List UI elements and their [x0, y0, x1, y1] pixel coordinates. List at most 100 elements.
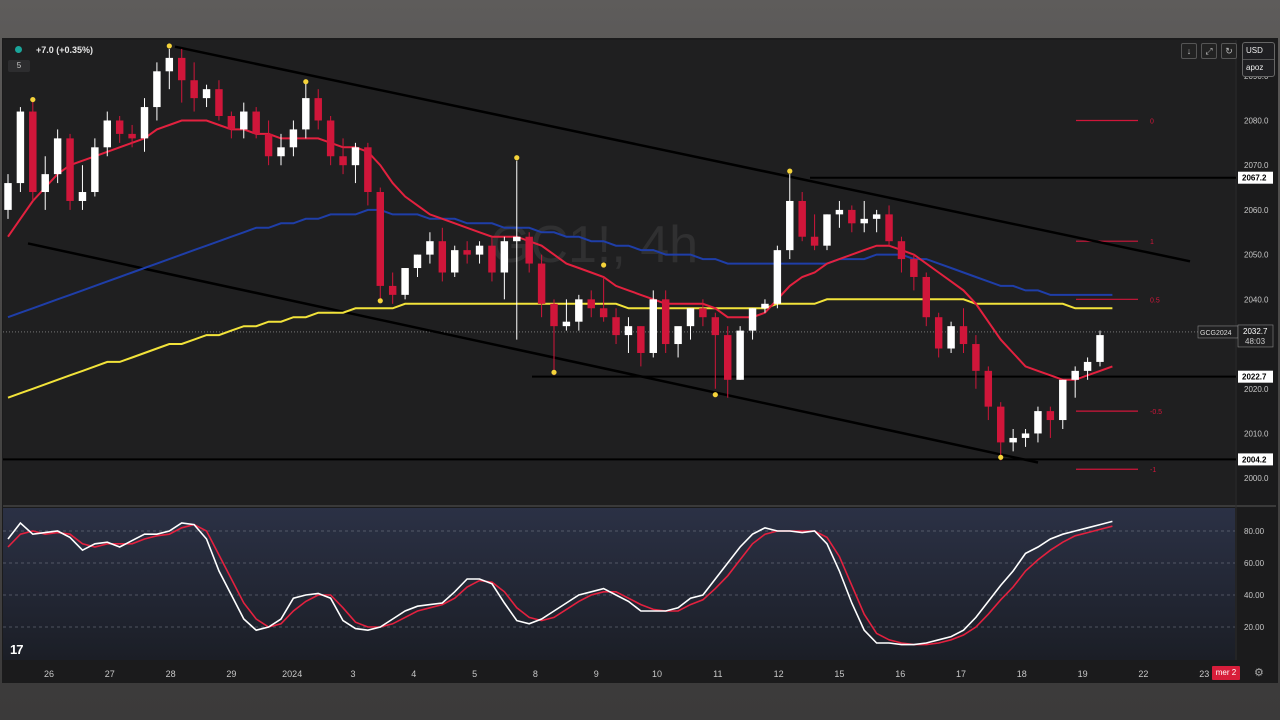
time-axis-label: 16 — [895, 669, 905, 679]
level-tag — [1238, 370, 1273, 383]
candle-body — [922, 276, 930, 318]
price-axis-label: 2000.0 — [1244, 474, 1269, 483]
gear-icon[interactable]: ⚙ — [1254, 667, 1264, 679]
level-tag — [1238, 171, 1273, 184]
arrow-down-icon[interactable]: ↓ — [1181, 43, 1197, 59]
candle-body — [426, 241, 434, 255]
candle-body — [575, 299, 583, 322]
candle-body — [587, 299, 595, 309]
candle-body — [736, 330, 744, 380]
candle-body — [202, 89, 211, 99]
fib-level-label: 1 — [1150, 239, 1154, 246]
candle-body — [1083, 361, 1092, 371]
candle-body — [537, 263, 546, 304]
oscillator-pane — [3, 508, 1235, 660]
candle-body — [848, 209, 856, 224]
time-axis-label: 22 — [1138, 669, 1148, 679]
oscillator-axis-label: 20.00 — [1244, 623, 1265, 632]
candle-body — [103, 120, 111, 148]
level-tag — [1238, 453, 1273, 466]
candle-body — [984, 370, 993, 407]
time-axis-label: 10 — [652, 669, 662, 679]
candle-body — [1096, 335, 1104, 362]
candle-body — [860, 218, 868, 224]
oscillator-axis-label: 60.00 — [1244, 559, 1265, 568]
symbol-tag-label: GCG2024 — [1200, 330, 1232, 337]
candle-body — [190, 80, 198, 99]
price-tag-value: 2032.7 — [1243, 327, 1268, 336]
oscillator-axis-label: 80.00 — [1244, 527, 1265, 536]
fullscreen-icon[interactable]: ⤢ — [1201, 43, 1217, 59]
candle-body — [326, 120, 335, 157]
candle-body — [711, 317, 720, 336]
price-axis-label: 2050.0 — [1244, 251, 1269, 260]
price-change-label: +7.0 (+0.35%) — [36, 45, 94, 55]
time-axis-label: 12 — [774, 669, 784, 679]
candle-body — [525, 236, 533, 264]
price-axis-label: 2010.0 — [1244, 429, 1269, 438]
swing-marker — [303, 79, 309, 85]
swing-marker — [166, 43, 172, 49]
candle-body — [264, 133, 273, 157]
tradingview-logo: 17 — [10, 642, 24, 657]
candle-body — [810, 236, 819, 246]
candle-body — [997, 406, 1005, 443]
time-axis-label: 29 — [226, 669, 236, 679]
trend-line-lower — [27, 242, 1039, 464]
candle-body — [153, 71, 161, 108]
time-axis-label: 3 — [350, 669, 355, 679]
candle-body — [637, 326, 645, 353]
time-axis-label: 4 — [411, 669, 416, 679]
candle-body — [451, 250, 459, 273]
interval-badge[interactable]: 5 — [8, 60, 30, 72]
current-date-tag: mer 2 — [1212, 666, 1240, 680]
watermark: GC1!, 4h — [490, 216, 698, 274]
candle-body — [562, 321, 571, 327]
candle-body — [550, 303, 558, 327]
fib-level-label: 0.5 — [1150, 297, 1160, 304]
candle-body — [885, 214, 893, 242]
candle-body — [612, 317, 620, 336]
candle-body — [674, 326, 682, 345]
currency-sub-label: apoz — [1243, 59, 1274, 76]
candle-body — [53, 138, 62, 175]
candle-body — [1071, 370, 1079, 380]
market-status-icon — [15, 46, 22, 53]
level-tag-label: 2022.7 — [1242, 373, 1267, 382]
price-axis-label: 2040.0 — [1244, 295, 1269, 304]
candle-body — [66, 138, 74, 201]
candle-body — [376, 192, 384, 286]
candle-body — [773, 250, 782, 304]
candle-body — [463, 250, 471, 255]
swing-marker — [551, 369, 557, 375]
candle-body — [178, 57, 186, 81]
oscillator-axis-label: 40.00 — [1244, 591, 1265, 600]
candle-body — [115, 120, 124, 134]
swing-marker — [30, 96, 36, 103]
currency-selector[interactable]: USD apoz — [1242, 42, 1275, 77]
time-axis-label: 9 — [594, 669, 599, 679]
time-axis-label: 18 — [1017, 669, 1027, 679]
fib-level-label: -0.5 — [1150, 409, 1162, 416]
time-axis-label: 11 — [713, 669, 722, 679]
price-pane — [3, 40, 1235, 505]
candle-body — [910, 259, 918, 277]
candle-body — [1059, 379, 1067, 421]
refresh-icon[interactable]: ↻ — [1221, 43, 1237, 59]
candle-body — [761, 303, 769, 309]
candle-body — [41, 174, 49, 193]
candle-body — [1009, 437, 1017, 443]
candle-body — [661, 299, 670, 345]
fib-level-label: -1 — [1150, 467, 1156, 474]
time-axis-label: 2024 — [282, 669, 302, 679]
candle-body — [798, 200, 806, 237]
swing-marker — [601, 262, 607, 268]
trend-line-upper — [174, 45, 1191, 263]
candle-body — [947, 326, 955, 349]
candle-body — [438, 241, 447, 273]
candle-body — [624, 326, 633, 336]
candle-body — [302, 98, 310, 130]
candle-body — [686, 308, 695, 327]
swing-marker — [712, 392, 718, 398]
